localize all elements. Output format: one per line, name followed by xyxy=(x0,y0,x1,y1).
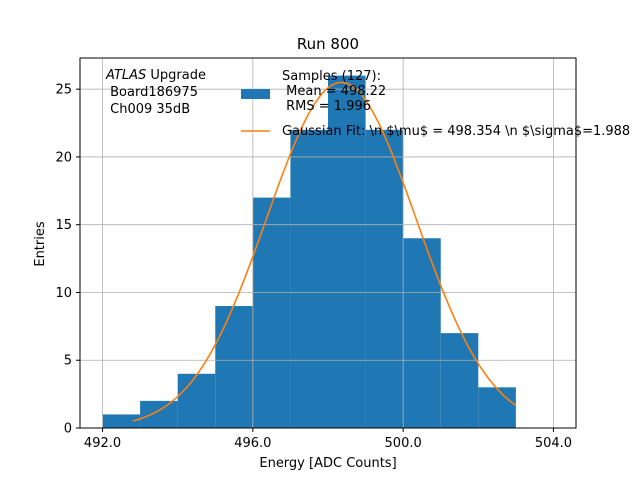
y-tick-label: 5 xyxy=(64,354,72,369)
x-tick-label: 496.0 xyxy=(234,436,271,451)
annotation-line: Ch009 35dB xyxy=(106,102,190,117)
y-tick-label: 10 xyxy=(55,286,72,301)
histogram-bar xyxy=(290,129,328,429)
legend-label-fit: Gaussian Fit: \n $\mu$ = 498.354 \n $\si… xyxy=(282,124,630,139)
y-tick-label: 20 xyxy=(55,150,72,165)
x-tick-label: 500.0 xyxy=(385,436,422,451)
histogram-bar xyxy=(215,306,253,428)
histogram-bar xyxy=(328,75,366,428)
axes-frame xyxy=(79,57,577,429)
histogram-bar xyxy=(440,333,479,428)
annotation-line: ATLAS Upgrade xyxy=(105,68,206,83)
x-tick-label: 492.0 xyxy=(84,436,121,451)
histogram-bar xyxy=(478,387,516,428)
histogram-bar xyxy=(252,197,291,428)
histogram-bar xyxy=(140,400,178,428)
legend-label-histogram: RMS = 1.996 xyxy=(282,99,371,114)
x-tick-label: 504.0 xyxy=(535,436,572,451)
plot-area: 492.0 496.0 500.0 504.0 0 5 10 15 20 25 ATLAS Upgr… xyxy=(55,57,630,451)
legend-label-histogram: Mean = 498.22 xyxy=(282,84,386,99)
histogram-bar xyxy=(365,129,404,429)
y-tick-label: 0 xyxy=(64,422,72,437)
y-axis-label: Entries xyxy=(33,221,48,267)
chart-title: Run 800 xyxy=(297,35,359,53)
annotation-line: Board186975 xyxy=(106,85,198,100)
y-tick-label: 15 xyxy=(55,218,72,233)
histogram-bar xyxy=(177,373,216,428)
y-tick-label: 25 xyxy=(55,83,72,98)
legend-label-histogram: Samples (127): xyxy=(282,69,381,84)
fit-curve xyxy=(132,81,517,422)
x-axis-label: Energy [ADC Counts] xyxy=(259,456,396,471)
legend-swatch-histogram xyxy=(241,89,270,99)
histogram-bar xyxy=(102,414,141,428)
histogram-bar xyxy=(403,238,441,428)
